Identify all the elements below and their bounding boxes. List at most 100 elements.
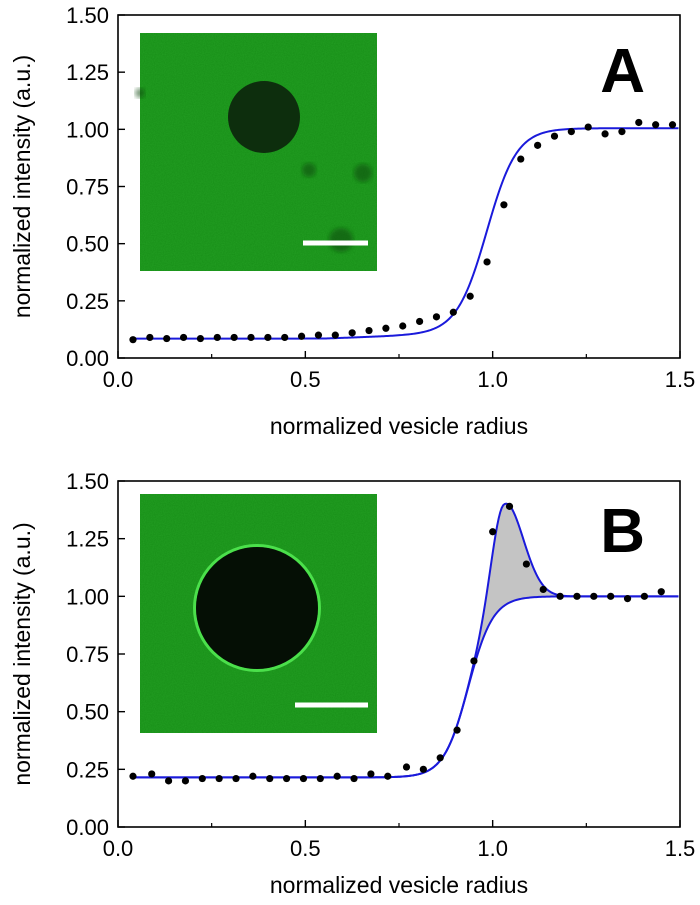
data-point	[522, 560, 530, 568]
data-point	[635, 118, 643, 127]
data-point	[449, 308, 457, 316]
data-point	[297, 332, 306, 340]
inset-debris	[302, 163, 316, 177]
data-point	[505, 502, 514, 510]
y-tick-label: 1.25	[66, 60, 109, 85]
x-tick-label: 1.5	[665, 836, 696, 861]
data-point	[148, 770, 156, 778]
data-point	[333, 772, 341, 780]
y-tick-label: 0.50	[66, 232, 109, 257]
data-point	[281, 333, 289, 342]
vesicle-rim	[193, 544, 321, 672]
data-point	[365, 326, 373, 335]
data-point	[198, 774, 206, 783]
data-point	[483, 258, 491, 266]
data-point	[618, 128, 626, 136]
inset-debris	[354, 164, 372, 182]
data-point	[266, 774, 274, 783]
x-tick-label: 1.0	[477, 367, 508, 392]
data-point	[466, 292, 474, 300]
panel-letter: B	[600, 497, 645, 566]
y-tick-label: 1.25	[66, 527, 109, 552]
x-tick-label: 0.5	[290, 836, 321, 861]
data-point	[299, 774, 308, 783]
inset-debris	[329, 228, 353, 252]
data-point	[607, 592, 615, 600]
data-point	[573, 592, 581, 600]
data-point	[314, 331, 323, 339]
fit-curve	[132, 595, 679, 779]
data-point	[550, 132, 559, 140]
y-tick-label: 0.25	[66, 289, 109, 314]
data-point	[196, 334, 205, 343]
data-point	[163, 334, 171, 343]
data-point	[399, 322, 407, 330]
y-axis-title: normalized intensity (a.u.)	[9, 522, 35, 785]
x-axis-title: normalized vesicle radius	[270, 872, 528, 898]
data-point	[652, 121, 660, 129]
data-point	[534, 141, 542, 149]
y-tick-label: 1.00	[66, 584, 109, 609]
microscopy-inset	[135, 33, 377, 271]
data-point	[657, 588, 665, 596]
data-point	[590, 592, 598, 600]
data-point	[179, 333, 188, 342]
x-tick-label: 1.0	[477, 836, 508, 861]
data-point	[436, 754, 444, 762]
data-point	[517, 155, 525, 163]
x-tick-label: 0.0	[103, 836, 134, 861]
data-point	[584, 123, 592, 131]
panel-letter: A	[600, 37, 645, 106]
data-point	[348, 329, 356, 337]
data-point	[247, 333, 255, 342]
y-tick-label: 0.00	[66, 346, 109, 371]
y-axis-title: normalized intensity (a.u.)	[9, 55, 35, 318]
peak-area	[476, 503, 567, 659]
x-tick-label: 0.5	[290, 367, 321, 392]
data-point	[367, 770, 375, 778]
data-point	[382, 324, 390, 332]
data-point	[601, 130, 609, 138]
inset-debris	[135, 88, 145, 98]
y-tick-label: 1.50	[66, 469, 109, 494]
data-point	[215, 774, 223, 783]
data-point	[500, 201, 508, 209]
vesicle	[196, 547, 318, 669]
data-point	[470, 657, 478, 665]
y-tick-label: 0.50	[66, 700, 109, 725]
data-point	[668, 121, 677, 129]
data-point	[331, 331, 339, 339]
data-point	[283, 774, 291, 783]
y-tick-label: 0.25	[66, 757, 109, 782]
data-point	[146, 333, 154, 342]
data-point	[539, 585, 547, 594]
y-tick-label: 1.50	[66, 3, 109, 28]
data-point	[264, 333, 272, 342]
data-point	[350, 774, 358, 783]
data-point	[164, 777, 173, 785]
data-point	[213, 333, 221, 342]
y-tick-label: 1.00	[66, 117, 109, 142]
vesicle	[228, 81, 300, 153]
data-point	[402, 763, 411, 771]
y-tick-label: 0.75	[66, 642, 109, 667]
data-point	[129, 336, 137, 344]
x-tick-label: 1.5	[665, 367, 696, 392]
data-point	[640, 592, 649, 600]
data-point	[316, 774, 324, 783]
data-point	[416, 317, 424, 326]
y-tick-label: 0.75	[66, 175, 109, 200]
panel-a: 0.0 0.5 1.0 1.5 0.00 0.25 0.50 0.75 1.00 1.25 1.50…	[9, 3, 695, 439]
data-point	[181, 777, 190, 785]
data-point	[489, 528, 497, 536]
data-point	[623, 595, 632, 603]
x-axis-title: normalized vesicle radius	[270, 413, 528, 439]
data-point	[232, 774, 240, 783]
data-point	[419, 765, 427, 773]
y-tick-label: 0.00	[66, 815, 109, 840]
x-tick-label: 0.0	[103, 367, 134, 392]
microscopy-inset	[140, 494, 377, 733]
data-point	[384, 772, 392, 780]
data-point	[567, 128, 575, 136]
